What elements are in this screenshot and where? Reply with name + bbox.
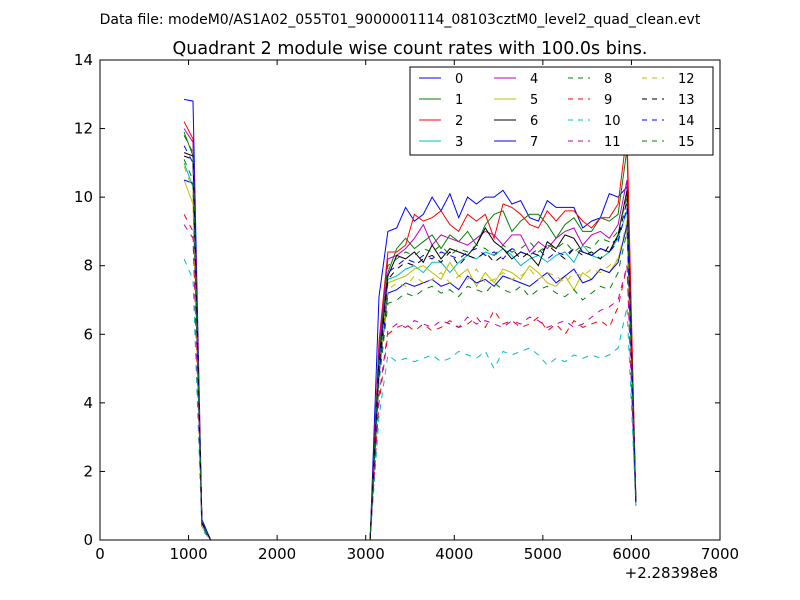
figure-suptitle: Data file: modeM0/AS1A02_055T01_90000011… xyxy=(100,12,701,28)
y-tick-label: 2 xyxy=(83,462,93,480)
y-tick-label: 12 xyxy=(74,120,93,138)
legend-label-1: 1 xyxy=(455,93,463,108)
legend-label-6: 6 xyxy=(530,114,538,129)
series-line-9 xyxy=(183,214,637,541)
y-tick-label: 0 xyxy=(83,531,93,549)
series-line-0 xyxy=(184,98,637,541)
y-tick-label: 6 xyxy=(83,325,93,343)
chart-title: Quadrant 2 module wise count rates with … xyxy=(173,39,648,59)
series-line-13 xyxy=(183,155,637,541)
legend-label-14: 14 xyxy=(678,114,695,129)
legend-label-11: 11 xyxy=(604,135,621,150)
legend-label-9: 9 xyxy=(604,93,612,108)
x-tick-label: 7000 xyxy=(701,545,739,563)
legend-label-10: 10 xyxy=(604,114,621,129)
x-axis-offset-label: +2.28398e8 xyxy=(625,564,718,582)
y-tick-label: 4 xyxy=(83,394,93,412)
legend-label-8: 8 xyxy=(604,72,612,87)
series-line-10 xyxy=(183,258,637,541)
plot-frame xyxy=(99,59,721,541)
legend-label-7: 7 xyxy=(530,135,538,150)
x-tick-label: 5000 xyxy=(524,545,562,563)
legend-label-15: 15 xyxy=(678,135,695,150)
x-tick-label: 1000 xyxy=(169,545,207,563)
x-tick-label: 2000 xyxy=(258,545,296,563)
legend-label-13: 13 xyxy=(678,93,695,108)
x-tick-label: 4000 xyxy=(435,545,473,563)
y-tick-label: 14 xyxy=(74,51,93,69)
legend-label-0: 0 xyxy=(455,72,463,87)
series-layer xyxy=(183,98,637,541)
legend-label-2: 2 xyxy=(455,114,463,129)
legend-box xyxy=(409,66,714,156)
series-line-8 xyxy=(183,159,637,541)
legend-label-4: 4 xyxy=(530,72,538,87)
legend-label-3: 3 xyxy=(455,135,463,150)
legend-label-12: 12 xyxy=(678,72,695,87)
series-line-11 xyxy=(183,224,637,541)
x-tick-label: 3000 xyxy=(347,545,385,563)
y-tick-label: 10 xyxy=(74,188,93,206)
x-tick-label: 6000 xyxy=(612,545,650,563)
series-line-14 xyxy=(183,145,637,541)
series-line-15 xyxy=(183,135,637,541)
legend-label-5: 5 xyxy=(530,93,538,108)
x-tick-label: 0 xyxy=(95,545,105,563)
y-tick-label: 8 xyxy=(83,257,93,275)
